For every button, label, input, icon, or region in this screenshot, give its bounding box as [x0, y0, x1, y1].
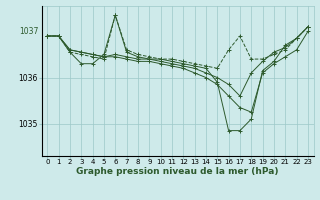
- X-axis label: Graphe pression niveau de la mer (hPa): Graphe pression niveau de la mer (hPa): [76, 167, 279, 176]
- Text: 1037: 1037: [20, 27, 39, 36]
